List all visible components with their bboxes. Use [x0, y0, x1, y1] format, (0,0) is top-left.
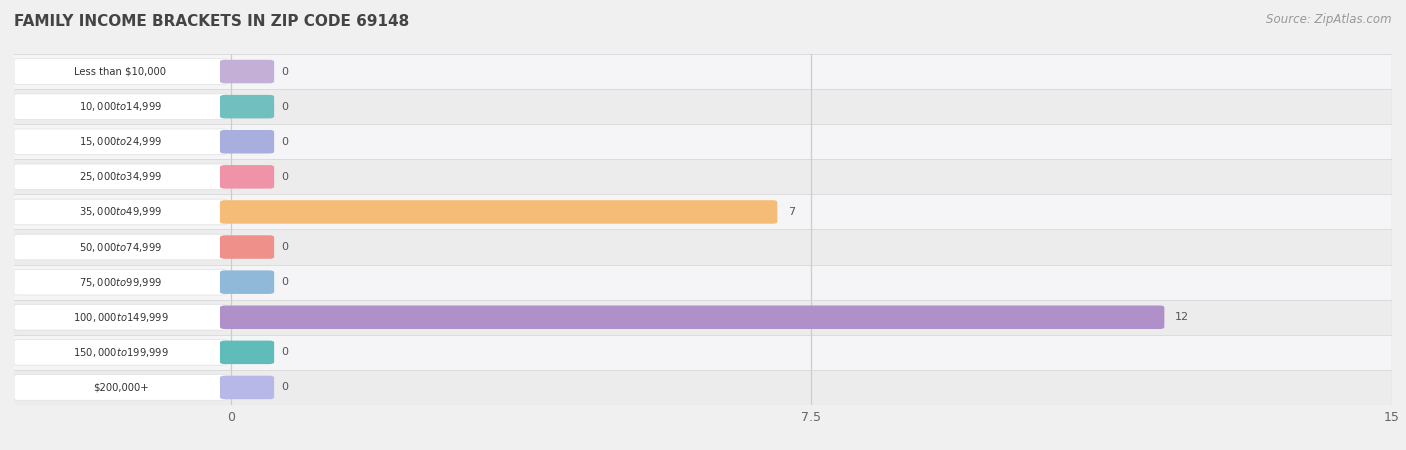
- Text: 0: 0: [281, 242, 288, 252]
- Bar: [14, 335, 1392, 370]
- Bar: [14, 300, 1392, 335]
- Text: $150,000 to $199,999: $150,000 to $199,999: [73, 346, 169, 359]
- Bar: [14, 265, 1392, 300]
- FancyBboxPatch shape: [14, 270, 226, 295]
- FancyBboxPatch shape: [14, 234, 226, 260]
- FancyBboxPatch shape: [14, 164, 226, 189]
- FancyBboxPatch shape: [14, 340, 226, 365]
- Text: FAMILY INCOME BRACKETS IN ZIP CODE 69148: FAMILY INCOME BRACKETS IN ZIP CODE 69148: [14, 14, 409, 28]
- FancyBboxPatch shape: [219, 130, 274, 153]
- Text: $10,000 to $14,999: $10,000 to $14,999: [79, 100, 162, 113]
- Text: 0: 0: [281, 172, 288, 182]
- FancyBboxPatch shape: [14, 94, 226, 119]
- Text: 0: 0: [281, 137, 288, 147]
- Bar: [14, 89, 1392, 124]
- Text: $75,000 to $99,999: $75,000 to $99,999: [79, 276, 162, 288]
- FancyBboxPatch shape: [14, 305, 226, 330]
- Bar: [14, 370, 1392, 405]
- Text: $15,000 to $24,999: $15,000 to $24,999: [79, 135, 162, 148]
- Text: $200,000+: $200,000+: [93, 382, 148, 392]
- Bar: [14, 124, 1392, 159]
- FancyBboxPatch shape: [219, 60, 274, 83]
- Text: $25,000 to $34,999: $25,000 to $34,999: [79, 171, 162, 183]
- Text: 0: 0: [281, 67, 288, 76]
- Text: Source: ZipAtlas.com: Source: ZipAtlas.com: [1267, 14, 1392, 27]
- Text: Less than $10,000: Less than $10,000: [75, 67, 166, 76]
- Text: $100,000 to $149,999: $100,000 to $149,999: [73, 311, 169, 324]
- FancyBboxPatch shape: [219, 235, 274, 259]
- Bar: [14, 230, 1392, 265]
- FancyBboxPatch shape: [14, 375, 226, 400]
- FancyBboxPatch shape: [14, 129, 226, 154]
- FancyBboxPatch shape: [14, 199, 226, 225]
- Text: $50,000 to $74,999: $50,000 to $74,999: [79, 241, 162, 253]
- Bar: [14, 54, 1392, 89]
- Text: 7: 7: [789, 207, 796, 217]
- FancyBboxPatch shape: [14, 59, 226, 84]
- FancyBboxPatch shape: [219, 341, 274, 364]
- Text: 0: 0: [281, 347, 288, 357]
- Text: $35,000 to $49,999: $35,000 to $49,999: [79, 206, 162, 218]
- Text: 0: 0: [281, 382, 288, 392]
- Text: 0: 0: [281, 102, 288, 112]
- FancyBboxPatch shape: [219, 306, 1164, 329]
- Text: 12: 12: [1175, 312, 1189, 322]
- FancyBboxPatch shape: [219, 95, 274, 118]
- FancyBboxPatch shape: [219, 270, 274, 294]
- Bar: [14, 194, 1392, 230]
- FancyBboxPatch shape: [219, 376, 274, 399]
- FancyBboxPatch shape: [219, 200, 778, 224]
- Bar: [14, 159, 1392, 194]
- Text: 0: 0: [281, 277, 288, 287]
- FancyBboxPatch shape: [219, 165, 274, 189]
